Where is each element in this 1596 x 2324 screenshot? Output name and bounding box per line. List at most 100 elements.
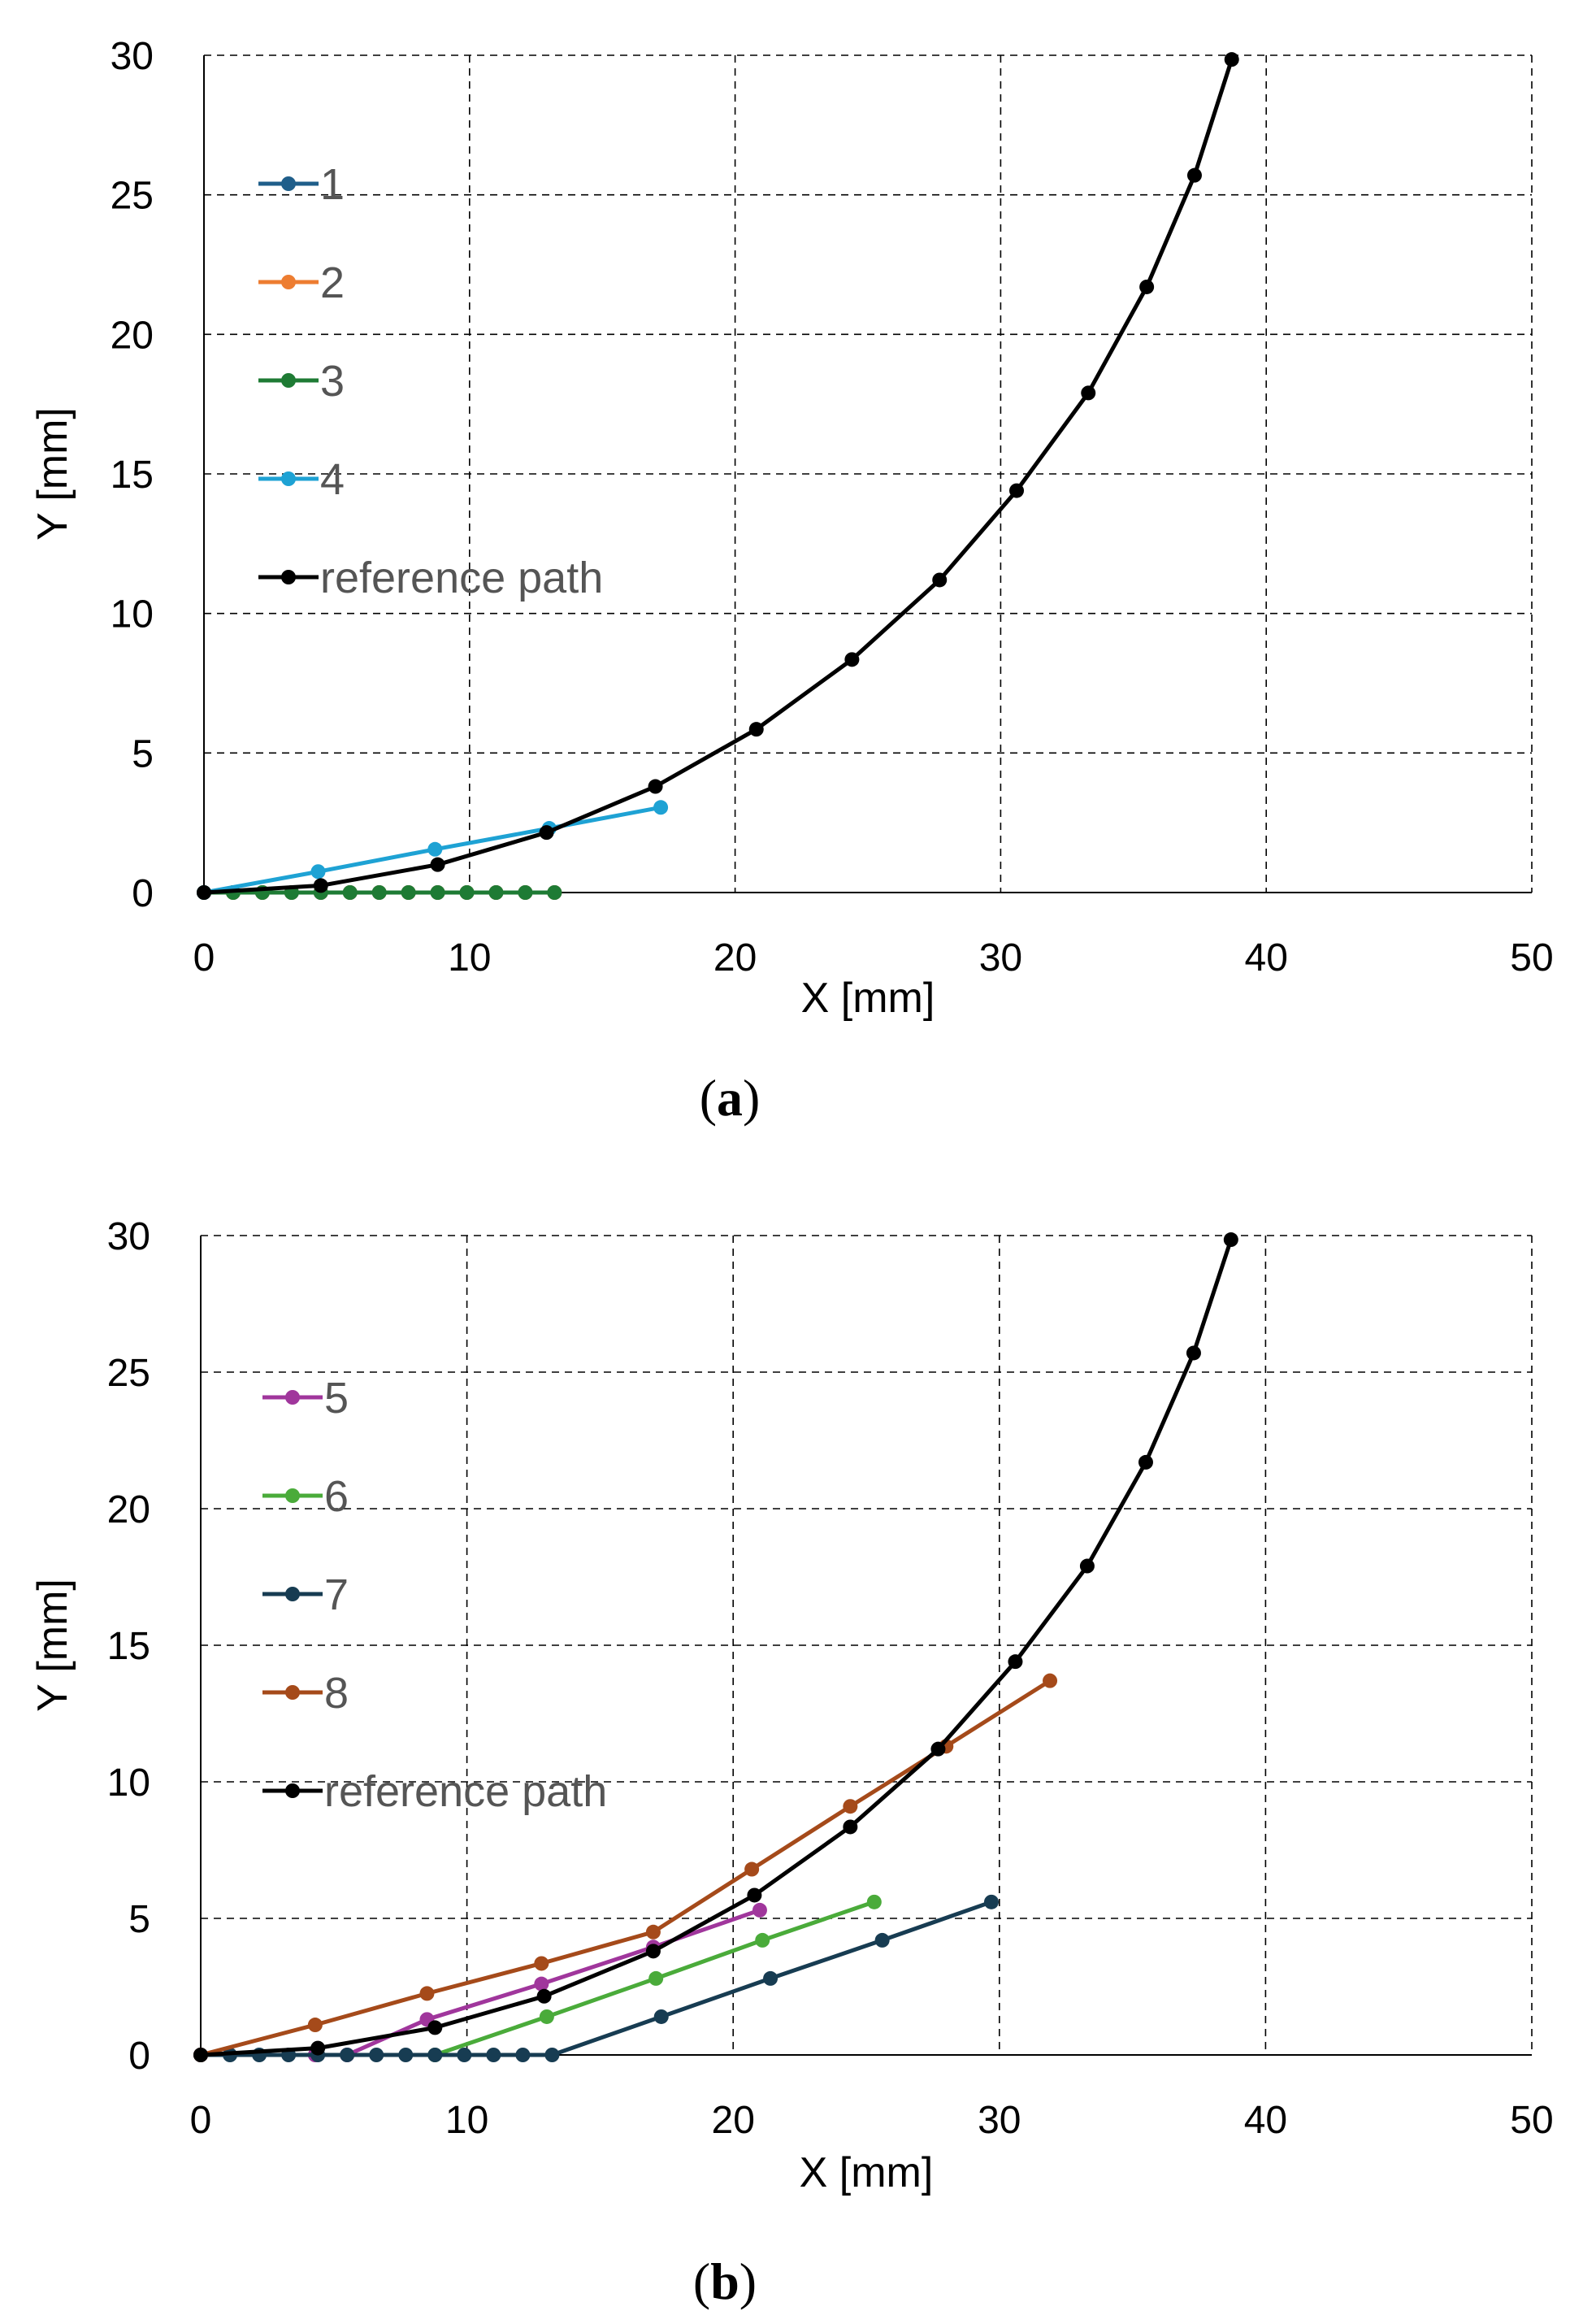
series-8 [193, 1673, 1058, 2062]
data-point [653, 800, 669, 815]
legend-label: reference path [320, 554, 603, 602]
x-tick-label: 0 [193, 936, 215, 980]
series-reference-path [193, 1232, 1238, 2062]
data-point [398, 2048, 414, 2062]
data-point [518, 885, 533, 900]
y-tick-label: 20 [111, 314, 154, 357]
x-tick-label: 50 [1510, 936, 1553, 980]
data-point [1008, 1654, 1023, 1670]
data-point [1081, 385, 1096, 401]
legend-label: reference path [324, 1767, 607, 1816]
legend-label: 2 [320, 258, 345, 307]
legend-item: 7 [262, 1570, 349, 1619]
data-point [488, 885, 504, 900]
data-point [427, 2048, 443, 2062]
data-point [197, 885, 211, 900]
data-point [457, 2048, 472, 2062]
caption-open-paren: ( [693, 2252, 710, 2310]
legend-item: 2 [258, 258, 345, 307]
x-tick-label: 20 [712, 2099, 755, 2142]
legend-label: 6 [324, 1472, 349, 1521]
data-point [843, 1819, 858, 1835]
series-7 [193, 1894, 999, 2062]
data-point [515, 2048, 531, 2062]
series-line [200, 1239, 1234, 2057]
legend-item: 1 [258, 160, 345, 209]
series-3 [197, 885, 562, 900]
legend-swatch-marker [281, 176, 296, 191]
data-point [747, 1887, 762, 1903]
data-point [539, 2009, 554, 2024]
y-tick-label: 20 [107, 1488, 150, 1531]
data-point [653, 2009, 669, 2024]
y-tick-label: 15 [111, 454, 154, 497]
y-tick-label: 10 [107, 1761, 150, 1805]
series-line [203, 59, 1234, 895]
data-point [547, 885, 562, 900]
data-point [544, 2048, 560, 2062]
data-point [645, 1924, 661, 1940]
legend-label: 8 [324, 1669, 349, 1718]
legend-item: 4 [258, 455, 345, 504]
legend: 1 2 3 4 reference path [258, 160, 603, 602]
x-tick-label: 20 [713, 936, 757, 980]
data-point [340, 2048, 355, 2062]
legend-swatch-marker [285, 1390, 300, 1405]
data-point [843, 1799, 858, 1814]
data-point [1079, 1558, 1095, 1574]
y-axis-title: Y [mm] [29, 1579, 76, 1712]
data-point [430, 857, 445, 872]
caption-letter: b [710, 2252, 739, 2310]
data-point [1009, 483, 1025, 498]
data-point [459, 885, 475, 900]
y-tick-label: 10 [111, 593, 154, 636]
legend-label: 5 [324, 1374, 349, 1423]
x-tick-label: 40 [1245, 936, 1288, 980]
series-4 [197, 800, 669, 900]
data-point [427, 841, 443, 857]
y-tick-label: 25 [111, 175, 154, 218]
y-tick-label: 30 [111, 35, 154, 78]
legend-swatch-marker [285, 1488, 300, 1503]
legend-item: reference path [258, 554, 603, 602]
x-axis-title: X [mm] [801, 975, 935, 1022]
x-tick-label: 10 [445, 2099, 488, 2142]
caption-close-paren: ) [743, 1069, 760, 1127]
y-axis-title: Y [mm] [29, 407, 76, 541]
gridlines [204, 54, 1533, 893]
data-point [1043, 1673, 1058, 1688]
caption-open-paren: ( [700, 1069, 717, 1127]
legend-item: 5 [262, 1374, 349, 1423]
data-point [1139, 279, 1155, 294]
data-point [539, 825, 554, 841]
legend-swatch-marker [281, 275, 296, 289]
data-point [748, 722, 764, 737]
data-point [648, 779, 663, 794]
legend-label: 1 [320, 160, 345, 209]
data-point [752, 1902, 767, 1918]
data-point [648, 1970, 664, 1986]
data-point [536, 1988, 552, 2004]
x-tick-label: 10 [448, 936, 491, 980]
data-point [930, 1741, 946, 1757]
data-point [310, 2040, 326, 2056]
data-point [419, 1986, 435, 2001]
legend-label: 7 [324, 1570, 349, 1619]
chart-panel-b: 0 10 20 30 40 50 0 5 10 15 20 25 30 X [mm] Y [mm] 5 6 7 8 r… [29, 1215, 1554, 2310]
data-point [844, 652, 860, 667]
legend-swatch-marker [281, 471, 296, 486]
x-tick-label: 50 [1510, 2099, 1553, 2142]
y-tick-label: 25 [107, 1352, 150, 1395]
data-point [1138, 1454, 1153, 1470]
legend-item: 8 [262, 1669, 349, 1718]
data-point [534, 1956, 549, 1971]
legend-swatch-marker [285, 1685, 300, 1700]
data-point [427, 2020, 443, 2035]
data-point [342, 885, 358, 900]
data-point [744, 1861, 760, 1877]
x-tick-label: 30 [979, 936, 1022, 980]
caption-close-paren: ) [739, 2252, 757, 2310]
y-tick-label: 5 [128, 1898, 150, 1941]
x-tick-label: 0 [190, 2099, 212, 2142]
